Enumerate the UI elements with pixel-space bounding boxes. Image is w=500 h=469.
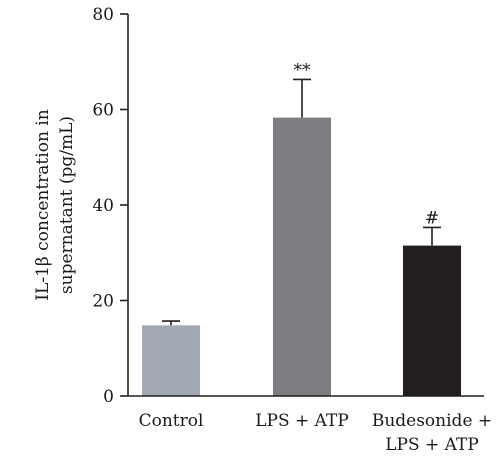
- y-axis: 0 20 40 60 80: [92, 5, 129, 407]
- y-axis-title-line: supernatant (pg/mL): [57, 116, 77, 294]
- x-category-label: Control: [139, 411, 204, 431]
- y-axis-title-line: IL-1β concentration in: [33, 109, 53, 300]
- significance-mark: #: [425, 208, 439, 228]
- y-tick-label: 40: [92, 196, 114, 216]
- x-category-label: LPS + ATP: [255, 411, 349, 431]
- significance-annotations: ** #: [294, 60, 440, 228]
- y-axis-title: IL-1β concentration in supernatant (pg/mL…: [33, 109, 77, 300]
- x-category-label: LPS + ATP: [385, 435, 479, 455]
- y-tick-label: 0: [103, 387, 114, 407]
- significance-mark: **: [294, 60, 312, 80]
- x-category-label: Budesonide +: [372, 411, 492, 431]
- y-tick-label: 20: [92, 292, 114, 312]
- bar: [273, 117, 331, 397]
- y-tick-label: 60: [92, 101, 114, 121]
- error-bars: [162, 78, 441, 326]
- x-axis: Control LPS + ATP Budesonide + LPS + ATP: [128, 395, 492, 455]
- bar: [142, 325, 200, 396]
- bar: [403, 245, 461, 396]
- bars: [142, 117, 461, 397]
- y-tick-label: 80: [92, 5, 114, 25]
